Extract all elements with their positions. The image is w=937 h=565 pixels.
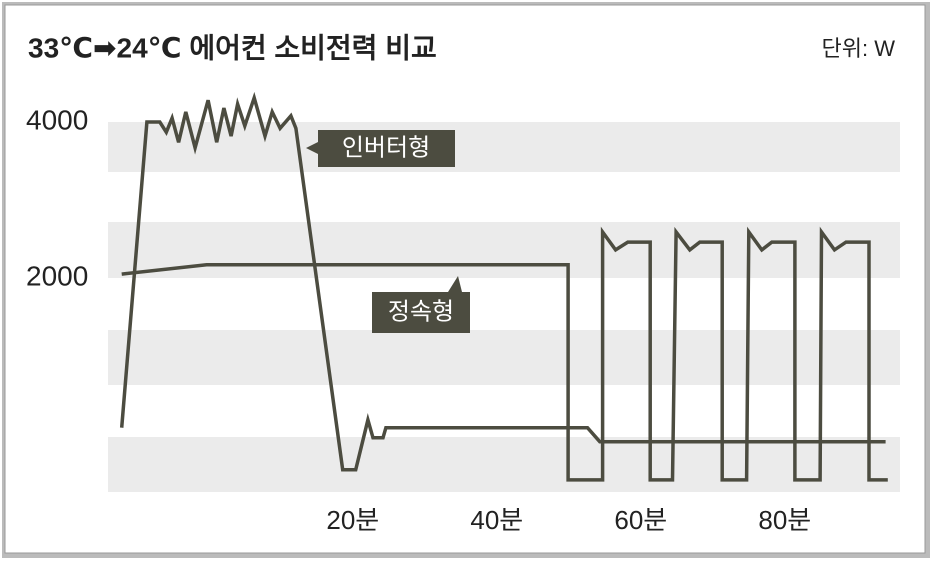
stripe <box>108 122 900 172</box>
x-tick-label: 60분 <box>614 505 667 535</box>
legend-label: 정속형 <box>388 298 454 325</box>
stripe <box>108 222 900 278</box>
series-line <box>119 91 886 472</box>
stripe <box>108 330 900 385</box>
y-tick-label: 2000 <box>26 260 88 291</box>
callout-inverter: 인버터형 <box>306 130 455 167</box>
unit-label: 단위: W <box>822 36 896 61</box>
legend-label: 인버터형 <box>342 134 430 161</box>
callout-box <box>306 130 455 167</box>
x-tick-label: 40분 <box>470 505 523 535</box>
stripes <box>108 122 900 492</box>
x-tick-label: 20분 <box>326 505 379 535</box>
series-line <box>121 226 888 482</box>
y-tick-label: 4000 <box>26 104 88 135</box>
plot <box>119 91 888 482</box>
callout-box <box>372 276 470 333</box>
callout-fixed: 정속형 <box>372 276 470 333</box>
chart-title: 33℃➡24℃ 에어컨 소비전력 비교 <box>28 32 437 63</box>
x-tick-label: 80분 <box>758 505 811 535</box>
stripe <box>108 437 900 492</box>
